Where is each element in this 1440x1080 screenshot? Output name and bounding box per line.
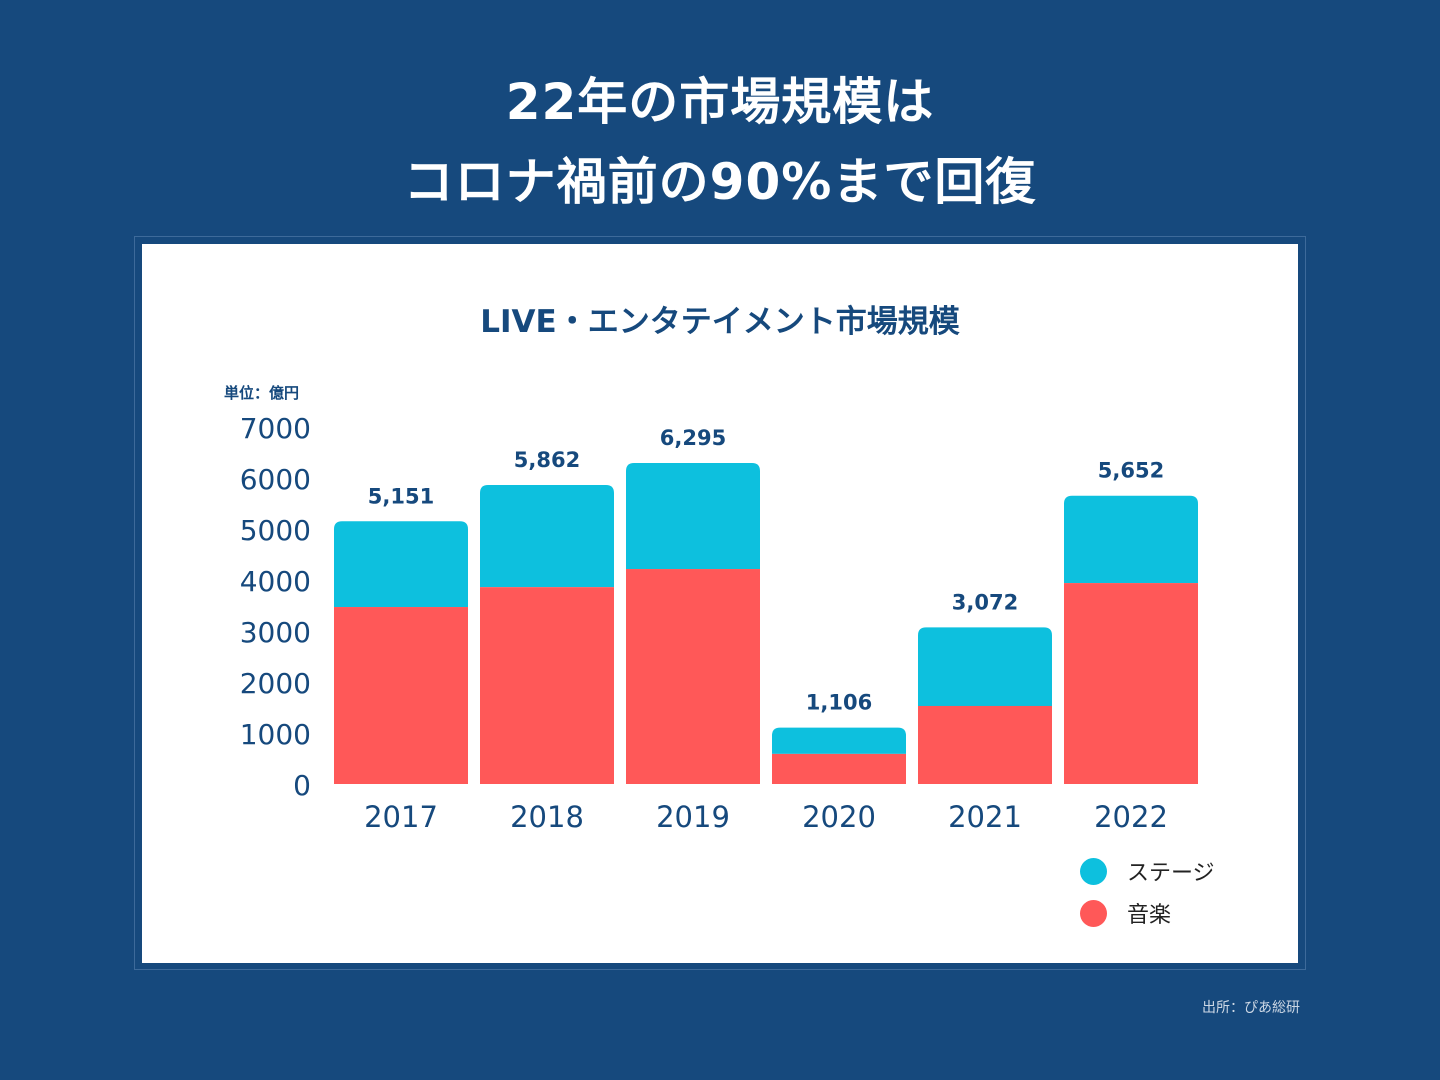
bar-segment-music <box>1064 583 1198 784</box>
y-tick-label: 5000 <box>240 514 311 547</box>
legend-swatch-stage <box>1080 857 1107 885</box>
bar-segment-music <box>918 705 1052 784</box>
bar-total-label: 5,862 <box>514 448 580 472</box>
x-tick-label: 2017 <box>364 800 438 834</box>
y-tick-label: 7000 <box>240 412 311 445</box>
unit-label: 単位：億円 <box>224 384 300 402</box>
headline: 22年の市場規模は コロナ禍前の90%まで回復 <box>0 62 1440 222</box>
legend-label-stage: ステージ <box>1127 861 1215 886</box>
y-tick-label: 2000 <box>240 667 311 700</box>
headline-line-2: コロナ禍前の90%まで回復 <box>403 153 1037 211</box>
bar-segment-stage <box>1064 495 1198 584</box>
bar-segment-music <box>626 569 760 784</box>
legend-item-music: 音楽 <box>1080 892 1215 934</box>
x-tick-label: 2019 <box>656 800 730 834</box>
bar-segment-stage <box>772 727 906 754</box>
y-tick-label: 4000 <box>240 565 311 598</box>
bar-segment-music <box>334 607 468 784</box>
x-tick-label: 2021 <box>948 800 1022 834</box>
bar-total-label: 5,151 <box>368 484 434 508</box>
bar-segment-stage <box>480 485 614 588</box>
headline-line-1: 22年の市場規模は <box>505 73 935 131</box>
y-tick-label: 1000 <box>240 718 311 751</box>
bar-segment-stage <box>334 521 468 608</box>
y-tick-label: 0 <box>293 769 311 802</box>
bar-segment-stage <box>626 462 760 570</box>
bar-total-label: 5,652 <box>1098 459 1164 483</box>
chart-title: LIVE・エンタテイメント市場規模 <box>480 304 960 340</box>
legend: ステージ 音楽 <box>1080 850 1215 934</box>
card-border <box>134 236 1306 970</box>
bar-total-label: 1,106 <box>806 691 872 715</box>
y-tick-label: 3000 <box>240 616 311 649</box>
bar-segment-music <box>480 587 614 784</box>
x-tick-label: 2020 <box>802 800 876 834</box>
source-note: 出所：ぴあ総研 <box>1202 1000 1300 1016</box>
x-tick-label: 2018 <box>510 800 584 834</box>
legend-label-music: 音楽 <box>1127 903 1172 928</box>
bar-segment-stage <box>918 627 1052 706</box>
legend-item-stage: ステージ <box>1080 850 1215 892</box>
bar-total-label: 6,295 <box>660 426 726 450</box>
y-tick-label: 6000 <box>240 463 311 496</box>
legend-swatch-music <box>1080 899 1107 927</box>
bar-segment-music <box>772 753 906 784</box>
x-tick-label: 2022 <box>1094 800 1168 834</box>
bar-total-label: 3,072 <box>952 590 1018 614</box>
